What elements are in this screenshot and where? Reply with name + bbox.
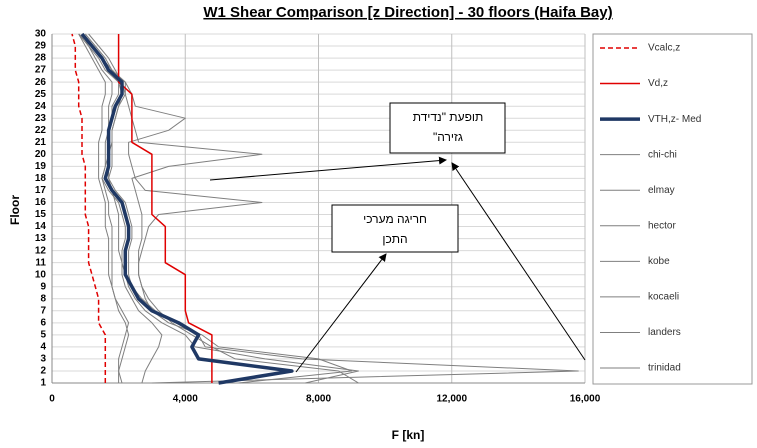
y-tick-label: 14	[35, 221, 47, 232]
y-tick-label: 2	[40, 366, 46, 377]
plot-area: 1234567891011121314151617181920212223242…	[35, 29, 601, 405]
y-tick-label: 20	[35, 149, 47, 160]
series-line	[78, 33, 359, 384]
y-axis-label: Floor	[8, 195, 22, 225]
legend-label: chi-chi	[648, 149, 677, 160]
x-tick-label: 16,000	[570, 394, 601, 405]
y-tick-label: 22	[35, 125, 47, 136]
y-tick-label: 15	[35, 209, 47, 220]
legend-label: kocaeli	[648, 292, 679, 303]
series-line	[71, 33, 107, 383]
annotation-text: התכן	[382, 232, 407, 246]
y-tick-label: 30	[35, 29, 47, 40]
y-tick-label: 21	[35, 137, 47, 148]
y-tick-label: 8	[40, 293, 46, 304]
x-axis-label: F [kn]	[392, 428, 425, 442]
annotation-box	[331, 204, 459, 253]
y-tick-label: 5	[40, 330, 46, 341]
legend-label: Vcalc,z	[648, 43, 680, 54]
series-line	[81, 33, 130, 384]
y-tick-label: 11	[35, 257, 46, 268]
y-tick-label: 7	[40, 305, 46, 316]
y-tick-label: 27	[35, 65, 47, 76]
y-tick-label: 28	[35, 53, 47, 64]
y-tick-label: 25	[35, 89, 47, 100]
legend-label: landers	[648, 327, 681, 338]
legend-label: hector	[648, 220, 676, 231]
series-line	[88, 33, 353, 384]
series-line	[117, 34, 213, 383]
series-line	[84, 33, 359, 384]
legend-label: trinidad	[648, 363, 681, 374]
arrow	[209, 156, 447, 181]
y-tick-label: 1	[40, 378, 46, 389]
chart-title: W1 Shear Comparison [z Direction] - 30 f…	[203, 4, 612, 21]
annotation-text: תופעת "נדידת	[413, 110, 484, 124]
y-tick-label: 3	[40, 354, 46, 365]
annotation-box	[389, 102, 506, 154]
y-tick-label: 13	[35, 233, 47, 244]
x-tick-label: 12,000	[436, 394, 467, 405]
legend-box	[592, 33, 753, 385]
y-tick-label: 23	[35, 113, 47, 124]
legend-label: VTH,z- Med	[648, 114, 701, 125]
y-tick-label: 26	[35, 77, 47, 88]
arrow	[451, 162, 586, 361]
y-tick-label: 19	[35, 161, 47, 172]
series-line	[78, 33, 579, 384]
y-tick-label: 4	[40, 342, 46, 353]
y-tick-label: 29	[35, 41, 47, 52]
legend-label: elmay	[648, 185, 675, 196]
y-tick-label: 16	[35, 197, 47, 208]
annotation-text: חריגה מערכי	[363, 212, 427, 226]
arrow	[295, 253, 387, 373]
x-tick-label: 0	[49, 394, 55, 405]
annotations: תופעת "נדידת גזירה" חריגה מערכי התכן	[209, 102, 586, 373]
y-tick-label: 10	[35, 269, 47, 280]
legend-label: Vd,z	[648, 78, 668, 89]
y-tick-label: 9	[40, 281, 46, 292]
x-tick-label: 8,000	[306, 394, 331, 405]
series-line	[80, 32, 294, 385]
y-tick-label: 12	[35, 245, 47, 256]
y-tick-label: 18	[35, 173, 47, 184]
y-tick-label: 6	[40, 317, 46, 328]
y-tick-label: 24	[35, 101, 47, 112]
series-line	[78, 33, 130, 383]
legend-label: kobe	[648, 256, 670, 267]
annotation-text: גזירה"	[433, 130, 463, 144]
x-tick-label: 4,000	[173, 394, 198, 405]
y-tick-label: 17	[35, 185, 47, 196]
